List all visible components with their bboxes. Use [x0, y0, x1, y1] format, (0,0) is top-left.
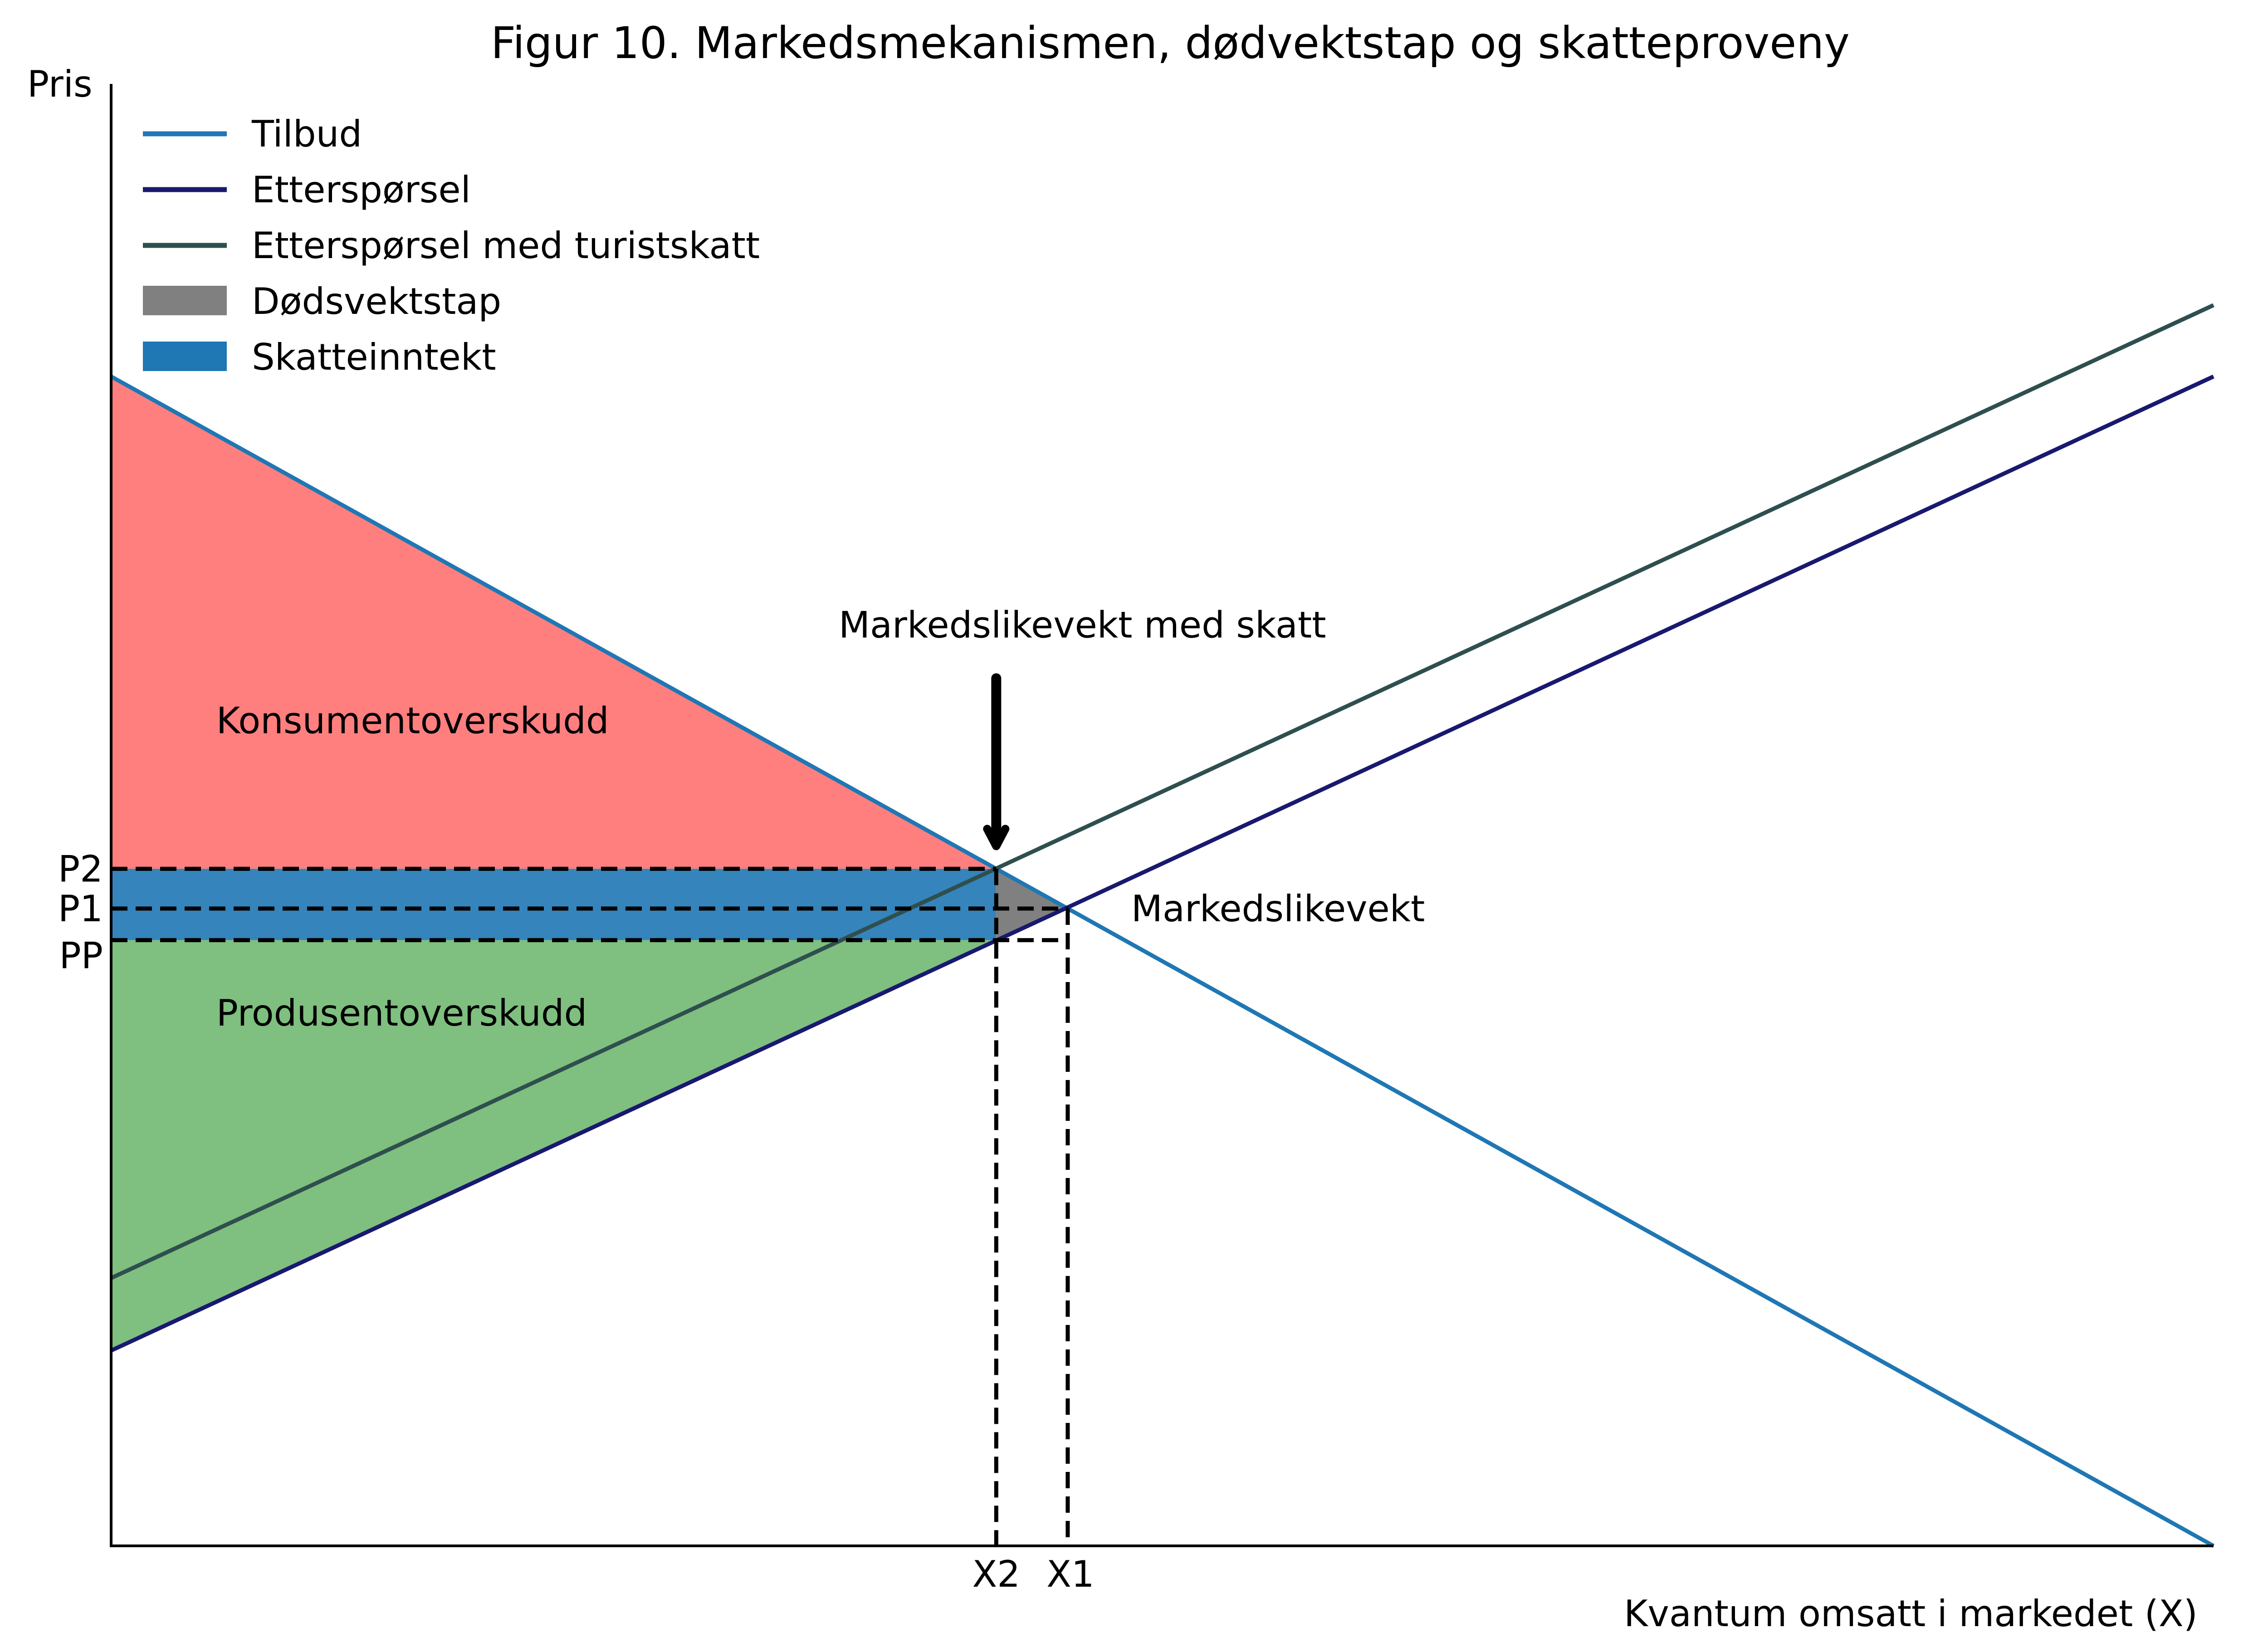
legend-swatch-dodsvektstap [143, 286, 227, 315]
arrow-head [983, 825, 1010, 850]
x-tick-label-x1: X1 [1046, 1553, 1095, 1595]
consumer-surplus-label: Konsumentoverskudd [216, 699, 609, 742]
legend-label-tilbud: Tilbud [251, 113, 362, 155]
legend-swatch-skatteinntekt [143, 342, 227, 371]
legend: Tilbud Etterspørsel Etterspørsel med tur… [143, 113, 760, 378]
deadweight-loss-area [996, 869, 1068, 940]
y-tick-label-pp: PP [59, 935, 103, 977]
annotation-equilibrium-with-tax: Markedslikevekt med skatt [839, 604, 1326, 646]
legend-label-dodsvektstap: Dødsvektstap [252, 280, 501, 323]
producer-surplus-label: Produsentoverskudd [216, 992, 587, 1034]
annotation-equilibrium: Markedslikevekt [1131, 888, 1425, 930]
legend-label-ettersporsel-med-turistskatt: Etterspørsel med turistskatt [252, 225, 760, 267]
tax-revenue-area [111, 869, 997, 940]
series-line-ettersporsel [110, 374, 2214, 1353]
x-tick-label-x2: X2 [972, 1553, 1020, 1595]
axes [110, 84, 2214, 1547]
y-tick-label-p1: P1 [58, 888, 103, 930]
y-tick-label-p2: P2 [58, 848, 103, 890]
annotation-arrow [983, 673, 1010, 850]
legend-label-skatteinntekt: Skatteinntekt [252, 336, 496, 378]
series-line-ettersporsel-med-turistskatt [110, 303, 2214, 1280]
chart-title: Figur 10. Markedsmekanismen, dødvektstap… [491, 18, 1850, 68]
legend-label-ettersporsel: Etterspørsel [252, 169, 471, 211]
dashed-guides [111, 866, 1070, 1546]
series-line-tilbud [110, 375, 2215, 1548]
series-lines [110, 303, 2215, 1548]
y-axis-label: Pris [27, 63, 93, 105]
x-axis-label: Kvantum omsatt i markedet (X) [1624, 1593, 2198, 1635]
